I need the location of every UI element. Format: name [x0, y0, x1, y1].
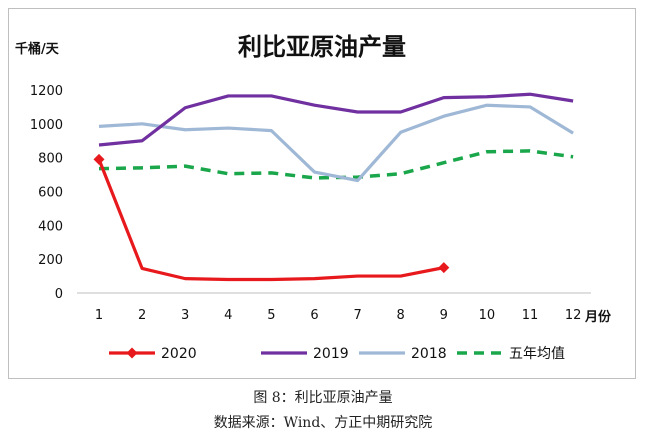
- x-axis-label: 月份: [584, 309, 612, 325]
- y-tick-label: 600: [38, 186, 63, 201]
- figure-caption: 图 8：利比亚原油产量: [253, 390, 393, 406]
- x-tick-label: 3: [181, 308, 189, 323]
- x-tick-label: 4: [224, 308, 232, 323]
- plot-area: [93, 92, 574, 282]
- x-tick-label: 9: [440, 308, 448, 323]
- series-line-2019: [98, 92, 574, 147]
- x-tick-label: 1: [95, 308, 103, 323]
- series-line-2020: [97, 158, 445, 282]
- source-caption: 数据来源：Wind、方正中期研究院: [213, 415, 433, 431]
- y-tick-label: 800: [38, 152, 63, 167]
- x-tick-label: 2: [138, 308, 146, 323]
- legend-label: 2018: [411, 346, 447, 362]
- x-tick-label: 11: [522, 308, 539, 323]
- legend-label: 五年均值: [509, 346, 565, 362]
- y-tick-label: 1200: [30, 84, 63, 99]
- y-tick-label: 1000: [30, 118, 63, 133]
- x-tick-label: 7: [353, 308, 361, 323]
- x-tick-label: 10: [479, 308, 496, 323]
- x-tick-label: 12: [565, 308, 582, 323]
- chart-title: 利比亚原油产量: [238, 33, 406, 61]
- legend: 2020 2019 2018 五年均值: [109, 346, 565, 362]
- legend-label: 2020: [161, 346, 197, 362]
- data-point-2020: [438, 262, 450, 274]
- x-tick-label: 5: [267, 308, 275, 323]
- series-line-2018: [98, 103, 574, 183]
- y-tick-label: 400: [38, 219, 63, 234]
- y-tick-label: 200: [38, 253, 63, 268]
- series-line-五年均值: [98, 149, 574, 180]
- legend-label: 2019: [313, 346, 349, 362]
- legend-marker-2020: [126, 347, 138, 359]
- chart-frame: 利比亚原油产量 千桶/天 月份 0 200 400 600 800 1000 1200 1 2 3…: [8, 8, 636, 379]
- x-tick-label: 8: [397, 308, 405, 323]
- data-point-2020: [93, 153, 105, 165]
- y-tick-label: 0: [55, 287, 63, 302]
- y-axis-label: 千桶/天: [15, 41, 60, 57]
- x-tick-label: 6: [310, 308, 318, 323]
